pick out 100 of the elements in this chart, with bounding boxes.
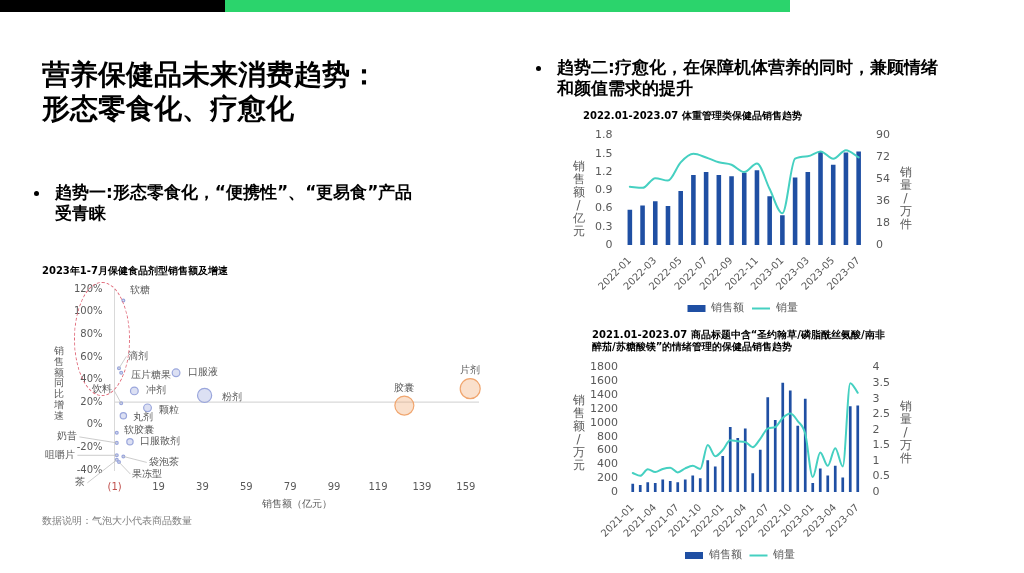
bar: [833, 465, 837, 492]
y-axis-title: 销售额同比增速: [53, 345, 64, 422]
legend-label: 销售额: [710, 301, 744, 315]
y-tick-label: 0.6: [594, 201, 613, 215]
text: 趋势一:形态零食化，“便携性”、“更易食”产品受青睐: [55, 182, 414, 224]
y-axis-title: 销售额/亿元: [572, 159, 585, 238]
x-tick-label: 99: [327, 480, 341, 492]
annotation: 软胶囊: [124, 424, 155, 436]
bar: [826, 475, 830, 492]
bar: [743, 428, 747, 492]
annotation: 软糖: [129, 284, 150, 296]
y-tick-label: 1.8: [594, 128, 613, 142]
y2-tick-label: 72: [876, 150, 890, 164]
y-tick-label: 80%: [80, 327, 103, 339]
y-tick-label: 800: [596, 429, 618, 443]
bar: [818, 468, 822, 492]
legend-label: 销量: [774, 301, 798, 315]
y2-tick-label: 1: [872, 453, 880, 467]
bar: [751, 473, 755, 492]
y-tick-label: 0%: [86, 418, 103, 430]
bar: [848, 406, 852, 492]
annotation: 冲剂: [146, 384, 167, 396]
chart-title: 2023年1-7月保健食品剂型销售额及增速: [42, 265, 229, 277]
y-tick-label: 0: [610, 484, 618, 498]
x-tick-label: 79: [283, 480, 297, 492]
bar: [758, 449, 762, 492]
y-tick-label: 1600: [589, 374, 618, 388]
bar: [766, 397, 770, 492]
y-tick-label: 600: [596, 443, 618, 457]
text: 数据说明：气泡大小代表商品数量: [42, 514, 192, 528]
y2-tick-label: 3: [872, 391, 880, 405]
legend-label: 销售额: [707, 548, 742, 562]
y-tick-label: -20%: [76, 440, 103, 452]
bar: [729, 176, 734, 245]
annotation: 粉剂: [221, 391, 242, 403]
bar: [830, 164, 836, 245]
y2-tick-label: 0: [876, 237, 883, 251]
annotation: 片剂: [460, 364, 481, 376]
x-tick-label: 39: [196, 480, 209, 492]
annotation: 滴剂: [128, 349, 149, 361]
y2-tick-label: 2.5: [872, 407, 891, 421]
text: 营养保健品未来消费趋势：形态零食化、疗愈化: [42, 58, 379, 126]
bar: [811, 482, 815, 492]
annotation: 饮料: [90, 383, 112, 395]
bar: [646, 482, 650, 492]
bar: [728, 427, 732, 492]
annotation: 颗粒: [159, 404, 180, 416]
y2-axis-title: 销量/万件: [899, 165, 912, 231]
y-tick-label: 400: [596, 457, 618, 471]
bar: [767, 196, 772, 245]
annotation: 压片糖果: [130, 369, 171, 381]
bar: [736, 438, 740, 492]
y-tick-label: 20%: [80, 395, 103, 407]
bar: [741, 172, 747, 245]
bar: [661, 479, 665, 492]
bar: [676, 482, 680, 492]
bar: [803, 398, 807, 492]
y2-tick-label: 3.5: [872, 376, 891, 390]
y2-tick-label: 0.5: [872, 469, 891, 483]
y-tick-label: 100%: [74, 305, 103, 317]
text: 趋势二:疗愈化，在保障机体营养的同时，兼顾情绪和颜值需求的提升: [557, 57, 939, 99]
bar: [818, 151, 823, 245]
bar: [721, 456, 725, 492]
bar: [781, 382, 785, 492]
x-tick-label: 119: [368, 480, 388, 492]
y-tick-label: 40%: [80, 373, 103, 385]
bar: [706, 460, 710, 492]
y-tick-label: 0.3: [594, 219, 613, 233]
y2-tick-label: 2: [872, 422, 880, 436]
y2-tick-label: 0: [872, 484, 880, 498]
annotation: 胶囊: [394, 381, 415, 393]
bar: [652, 201, 658, 245]
y-tick-label: 1.5: [594, 146, 613, 160]
bar: [638, 485, 642, 492]
x-tick-label: 19: [152, 480, 165, 492]
x-axis-title: 销售额（亿元）: [260, 497, 332, 509]
annotation: 奶昔: [57, 430, 78, 442]
y-axis-title: 销售额/万元: [572, 393, 585, 472]
y-tick-label: 1000: [589, 415, 618, 429]
annotation: 口服液: [187, 366, 218, 378]
y-tick-label: -40%: [76, 463, 103, 475]
y2-tick-label: 18: [876, 215, 890, 229]
bar: [841, 477, 845, 492]
bar: [678, 190, 683, 245]
bar: [631, 483, 635, 492]
y2-tick-label: 36: [876, 194, 890, 208]
annotation: 丸剂: [132, 411, 153, 423]
annotation: 果冻型: [132, 467, 163, 479]
bar: [653, 482, 657, 492]
y-tick-label: 200: [596, 471, 618, 485]
bar: [713, 466, 717, 492]
y-tick-label: 1400: [589, 388, 618, 402]
chart-title: 2021.01-2023.07 商品标题中含“圣约翰草/磷脂酰丝氨酸/南非醉茄/苏糖酸镁”的情绪管理的保健品销售趋势: [592, 329, 886, 353]
bar: [683, 479, 687, 492]
x-tick-label: 59: [239, 480, 253, 492]
line-series: [628, 149, 860, 215]
y2-axis-title: 销量/万件: [899, 399, 912, 465]
bar: [668, 480, 672, 492]
y2-tick-label: 90: [876, 128, 890, 142]
bar: [773, 420, 777, 492]
